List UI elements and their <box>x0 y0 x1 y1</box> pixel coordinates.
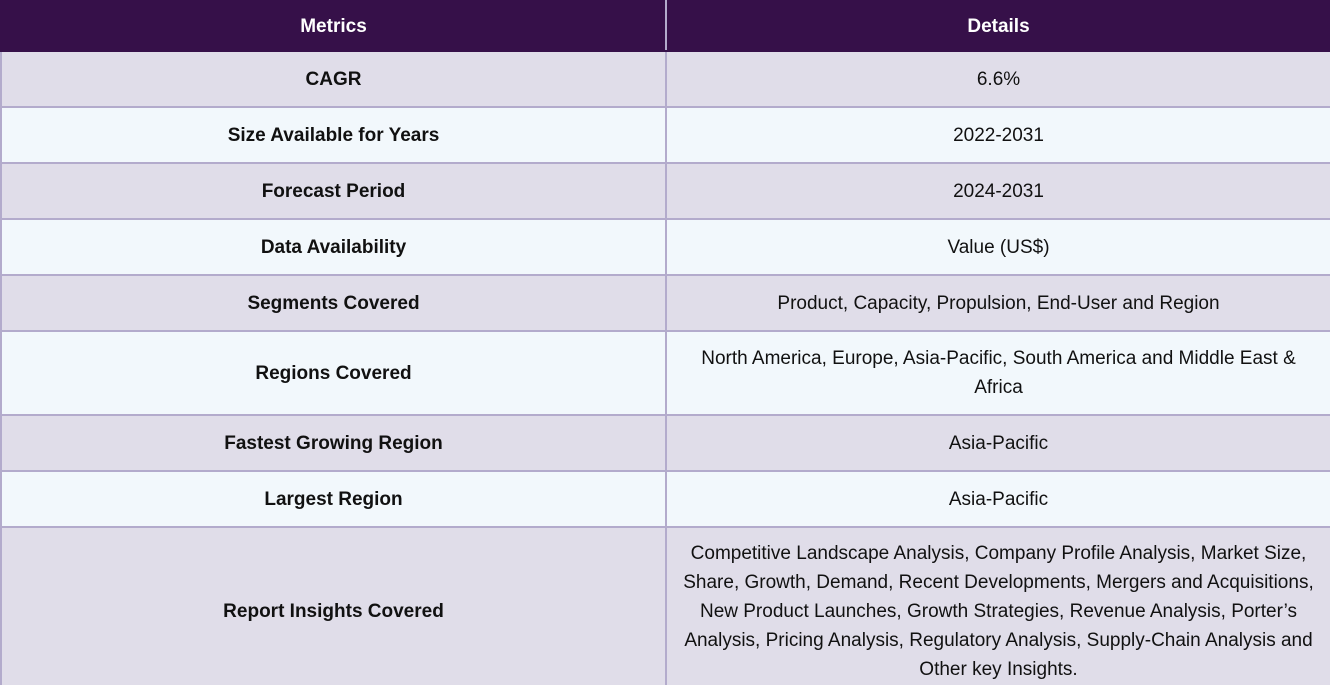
detail-cell: 6.6% <box>665 50 1330 108</box>
metric-cell: Largest Region <box>0 470 667 528</box>
detail-cell: Competitive Landscape Analysis, Company … <box>665 526 1330 685</box>
metric-cell: Report Insights Covered <box>0 526 667 685</box>
table-header: Metrics Details <box>0 0 1330 52</box>
header-details: Details <box>665 0 1330 52</box>
table-row: Forecast Period 2024-2031 <box>0 162 1330 220</box>
metric-cell: Regions Covered <box>0 330 667 416</box>
metric-cell: CAGR <box>0 50 667 108</box>
metric-cell: Forecast Period <box>0 162 667 220</box>
table-row: Size Available for Years 2022-2031 <box>0 106 1330 164</box>
detail-cell: 2022-2031 <box>665 106 1330 164</box>
table-row: Largest Region Asia-Pacific <box>0 470 1330 528</box>
detail-cell: Asia-Pacific <box>665 470 1330 528</box>
detail-cell: Product, Capacity, Propulsion, End-User … <box>665 274 1330 332</box>
table-row: Segments Covered Product, Capacity, Prop… <box>0 274 1330 332</box>
table-row: CAGR 6.6% <box>0 50 1330 108</box>
metric-cell: Size Available for Years <box>0 106 667 164</box>
header-row: Metrics Details <box>0 0 1330 52</box>
table-row: Regions Covered North America, Europe, A… <box>0 330 1330 416</box>
table-row: Fastest Growing Region Asia-Pacific <box>0 414 1330 472</box>
metric-cell: Fastest Growing Region <box>0 414 667 472</box>
detail-cell: 2024-2031 <box>665 162 1330 220</box>
metric-cell: Data Availability <box>0 218 667 276</box>
detail-cell: Asia-Pacific <box>665 414 1330 472</box>
table-row: Report Insights Covered Competitive Land… <box>0 526 1330 685</box>
table-body: CAGR 6.6% Size Available for Years 2022-… <box>0 50 1330 685</box>
detail-cell: North America, Europe, Asia-Pacific, Sou… <box>665 330 1330 416</box>
detail-cell: Value (US$) <box>665 218 1330 276</box>
metric-cell: Segments Covered <box>0 274 667 332</box>
table-row: Data Availability Value (US$) <box>0 218 1330 276</box>
header-metrics: Metrics <box>0 0 667 52</box>
